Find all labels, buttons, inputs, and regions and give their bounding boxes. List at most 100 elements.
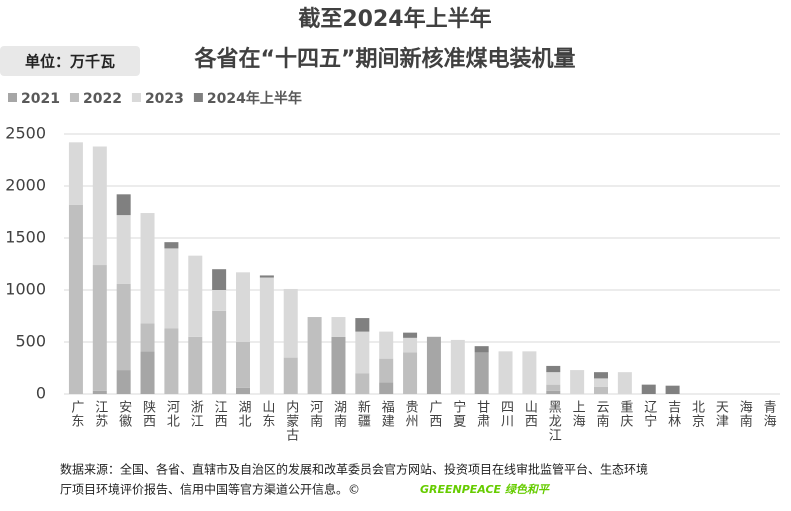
bar-segment	[140, 213, 155, 324]
bar-segment	[331, 336, 346, 394]
legend-label: 2021	[21, 91, 60, 107]
chart-subtitle: 各省在“十四五”期间新核准煤电装机量	[194, 46, 576, 72]
bar-segment	[188, 255, 203, 337]
x-tick-label: 宁夏	[450, 399, 466, 428]
y-tick-label: 2500	[5, 124, 46, 143]
legend-label: 2024年上半年	[207, 90, 302, 107]
bar-segment	[259, 277, 274, 394]
x-tick-label: 海南	[737, 400, 753, 428]
legend-swatch	[131, 93, 141, 102]
bar-segment	[164, 248, 179, 329]
bar-segment	[594, 378, 608, 387]
bar-segment	[307, 317, 322, 394]
bar-segment	[140, 323, 155, 352]
x-tick-label: 福建	[379, 400, 395, 428]
x-tick-label: 云南	[594, 400, 610, 428]
bar-segment	[236, 272, 250, 342]
bar-segment	[546, 390, 561, 394]
x-tick-label: 河北	[164, 400, 180, 428]
bar-segment	[546, 384, 561, 391]
x-tick-label: 上海	[570, 400, 586, 428]
bar-segment	[236, 342, 250, 388]
bar-segment	[617, 372, 632, 394]
x-tick-label: 吉林	[665, 400, 681, 428]
bar-segment	[355, 331, 370, 374]
bar-segment	[594, 372, 608, 379]
bar-segment	[236, 387, 250, 394]
bar-segment	[92, 265, 107, 391]
bar-segment	[403, 337, 418, 353]
bar-segment	[379, 382, 394, 394]
x-tick-label: 广东	[68, 400, 84, 428]
x-tick-label: 山西	[522, 400, 538, 428]
bar-segment	[164, 328, 179, 394]
bar-segment	[450, 339, 465, 394]
source: 数据来源：全国、各省、直辖市及自治区的发展和改革委员会官方网站、投资项目在线审批…	[60, 462, 648, 477]
bar-segment	[164, 242, 179, 249]
x-tick-label: 天津	[713, 400, 729, 428]
bar-segment	[355, 318, 370, 332]
x-tick-label: 辽宁	[641, 400, 657, 428]
x-tick-label: 江苏	[92, 400, 108, 428]
bar-segment	[212, 290, 227, 311]
chart-title: 截至2024年上半年	[298, 6, 491, 32]
bar-segment	[403, 332, 418, 338]
source: 厅项目环境评价报告、信用中国等官方渠道公开信息。©	[60, 482, 360, 497]
x-tick-label: 广西	[426, 400, 442, 428]
bar-segment	[68, 204, 83, 394]
bar-segment	[546, 365, 561, 373]
y-tick-label: 1000	[5, 280, 46, 299]
bar-segment	[474, 352, 489, 394]
y-tick-label: 500	[15, 332, 46, 351]
bar-segment	[498, 351, 513, 394]
bar-segment	[570, 370, 585, 394]
bar-segment	[92, 390, 107, 394]
x-tick-label: 新疆	[355, 399, 371, 428]
x-tick-label: 湖南	[331, 400, 347, 428]
y-tick-label: 2000	[5, 176, 46, 195]
legend-label: 2022	[83, 91, 122, 107]
bar-segment	[116, 194, 131, 216]
bar-segment	[68, 142, 83, 205]
unit-box	[0, 46, 140, 76]
y-tick-label: 1500	[5, 228, 46, 247]
bar-segment	[641, 384, 656, 394]
bar-segment	[188, 336, 203, 394]
x-tick-label: 甘肃	[474, 400, 490, 428]
bar-segment	[259, 275, 274, 278]
legend-label: 2023	[145, 91, 184, 107]
x-tick-label: 江西	[212, 400, 228, 428]
bar-segment	[665, 385, 680, 394]
bar-segment	[426, 336, 441, 394]
x-tick-label: 山东	[259, 400, 275, 428]
bar-segment	[522, 351, 537, 394]
bar-segment	[379, 358, 394, 383]
x-tick-label: 贵州	[403, 400, 419, 428]
bar-segment	[474, 346, 489, 353]
legend-swatch	[69, 93, 79, 102]
x-tick-label: 陕西	[140, 400, 156, 428]
bar-segment	[331, 317, 346, 337]
x-tick-label: 浙江	[188, 400, 204, 428]
bar-segment	[379, 331, 394, 359]
bar-segment	[212, 269, 227, 290]
bar-segment	[355, 373, 370, 394]
x-tick-label: 安徽	[116, 400, 131, 428]
unit-label: 单位：万千瓦	[25, 53, 115, 71]
bar-segment	[283, 288, 298, 358]
x-tick-label: 重庆	[617, 399, 633, 428]
bar-segment	[546, 372, 561, 385]
bar-segment	[140, 351, 155, 394]
x-tick-label: 黑龙江	[546, 400, 562, 442]
legend-swatch	[193, 93, 203, 102]
bar-segment	[116, 370, 131, 394]
y-tick-label: 0	[36, 384, 46, 403]
x-tick-label: 河南	[307, 400, 323, 428]
bar-segment	[594, 386, 608, 394]
legend-swatch	[8, 93, 17, 102]
x-tick-label: 内蒙古	[283, 399, 299, 442]
bar-segment	[212, 310, 227, 394]
bar-segment	[116, 283, 131, 371]
bar-segment	[92, 146, 107, 266]
